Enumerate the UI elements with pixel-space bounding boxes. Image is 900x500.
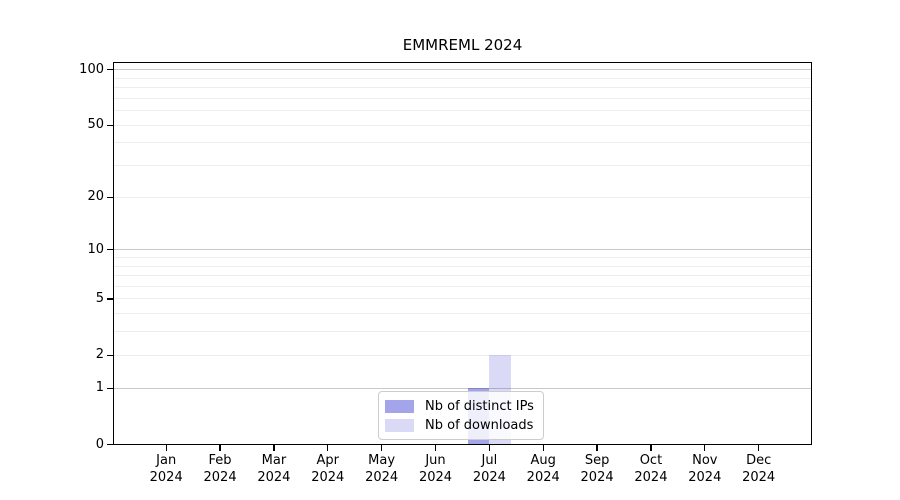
gridline-minor xyxy=(114,87,811,89)
gridline-minor xyxy=(114,77,811,79)
y-tick-label: 100 xyxy=(79,61,104,77)
chart-title: EMMREML 2024 xyxy=(402,36,523,54)
x-tick-label: Apr 2024 xyxy=(311,453,345,485)
gridline-minor xyxy=(114,285,811,287)
y-tick-label: 0 xyxy=(95,436,104,452)
gridline-minor xyxy=(114,313,811,315)
legend-item-downloads: Nb of downloads xyxy=(385,417,535,434)
gridline-minor xyxy=(114,124,811,126)
x-tick-mark xyxy=(758,445,760,452)
legend-label-distinct-ips: Nb of distinct IPs xyxy=(425,398,534,414)
gridline-minor xyxy=(114,110,811,112)
y-tick-mark xyxy=(107,298,114,300)
plot-frame xyxy=(113,62,812,445)
x-tick-mark xyxy=(488,445,490,452)
x-tick-label: Jan 2024 xyxy=(149,453,183,485)
x-tick-label: Jul 2024 xyxy=(472,453,506,485)
y-tick-label: 50 xyxy=(87,117,104,133)
gridline-minor xyxy=(114,275,811,277)
legend-swatch-downloads-icon xyxy=(385,419,414,432)
y-tick-mark xyxy=(107,124,114,126)
gridline-minor xyxy=(114,354,811,356)
gridline-minor xyxy=(114,142,811,144)
y-tick-mark xyxy=(107,69,114,71)
y-tick-mark xyxy=(107,249,114,251)
y-tick-mark xyxy=(107,196,114,198)
y-tick-label: 5 xyxy=(95,290,104,306)
gridline-minor xyxy=(114,165,811,167)
x-tick-label: Mar 2024 xyxy=(257,453,291,485)
x-tick-mark xyxy=(434,445,437,452)
x-tick-mark xyxy=(650,445,652,452)
gridline-major xyxy=(114,387,811,389)
x-tick-mark xyxy=(219,445,221,452)
x-tick-mark xyxy=(327,445,329,452)
x-tick-label: Feb 2024 xyxy=(203,453,237,485)
y-tick-label: 20 xyxy=(87,189,104,205)
x-tick-mark xyxy=(704,445,706,452)
x-tick-label: Sep 2024 xyxy=(580,453,614,485)
gridline-minor xyxy=(114,331,811,333)
gridline-minor xyxy=(114,298,811,300)
gridline-minor xyxy=(114,196,811,198)
x-tick-mark xyxy=(542,445,544,452)
y-tick-mark xyxy=(107,387,114,389)
gridline-major xyxy=(114,69,811,71)
legend-label-downloads: Nb of downloads xyxy=(425,417,534,433)
y-tick-mark xyxy=(107,354,114,356)
x-tick-label: Oct 2024 xyxy=(634,453,668,485)
gridline-minor xyxy=(114,265,811,267)
x-tick-label: Jun 2024 xyxy=(418,453,453,485)
x-tick-mark xyxy=(273,445,275,452)
x-tick-label: Dec 2024 xyxy=(742,453,776,485)
x-tick-label: Nov 2024 xyxy=(688,453,722,485)
legend-swatch-distinct-ips-icon xyxy=(385,400,414,413)
x-tick-mark xyxy=(596,445,598,452)
y-tick-mark xyxy=(107,443,114,446)
x-tick-mark xyxy=(381,445,383,452)
x-tick-label: May 2024 xyxy=(365,453,399,485)
x-tick-label: Aug 2024 xyxy=(526,453,560,485)
legend: Nb of distinct IPs Nb of downloads xyxy=(378,391,544,440)
gridline-minor xyxy=(114,257,811,258)
x-tick-mark xyxy=(165,445,167,452)
y-tick-label: 1 xyxy=(95,380,104,396)
gridline-minor xyxy=(114,97,811,99)
y-tick-label: 10 xyxy=(87,241,104,257)
gridline-major xyxy=(114,249,811,251)
legend-item-distinct-ips: Nb of distinct IPs xyxy=(385,398,535,415)
y-tick-label: 2 xyxy=(95,347,104,363)
